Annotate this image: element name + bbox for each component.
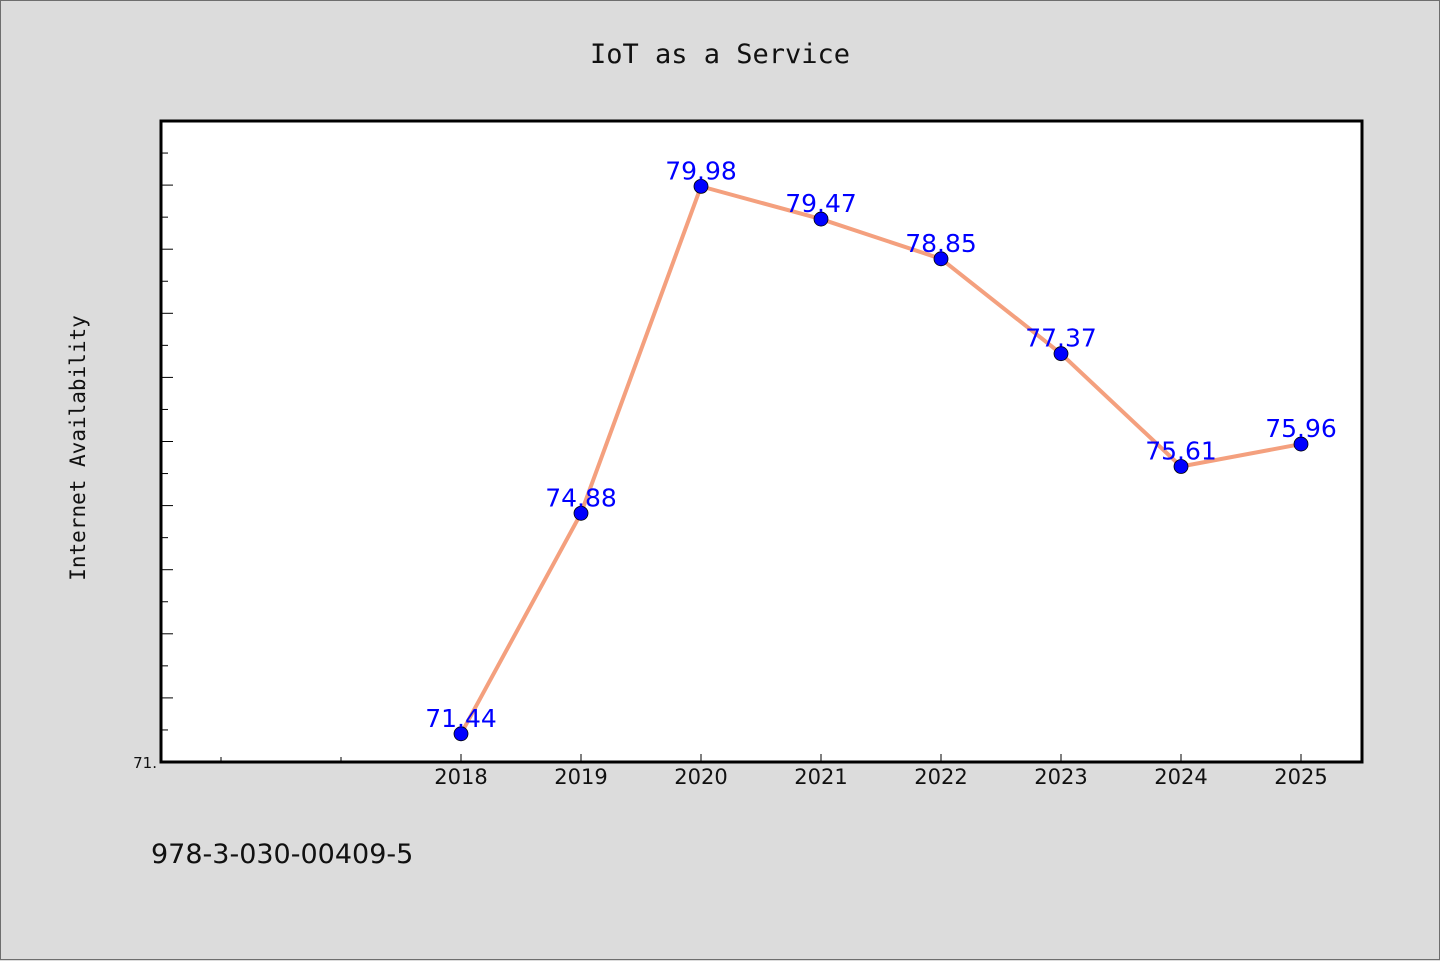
x-tick-label: 2022 [914,765,967,789]
series-line-group [459,184,1302,735]
data-label: 79.98 [665,156,737,185]
plot-area [159,119,1364,764]
series-data-labels: 71.44 74.88 79.98 79.47 78.85 77.37 75.61 75.96 [425,156,1337,732]
data-point [1053,346,1069,362]
data-label: 79.47 [785,189,857,218]
x-axis-tick-labels: 2018 2019 2020 2021 2022 2023 2024 2025 [434,765,1327,789]
data-label: 71.44 [425,704,497,733]
x-tick-label: 2018 [434,765,487,789]
data-label: 78.85 [905,229,977,258]
series-markers [453,178,1309,742]
x-tick-label: 2025 [1274,765,1327,789]
data-point [573,505,589,521]
data-point [693,178,709,194]
series-line [459,184,1302,735]
y-axis-ticks [161,152,173,731]
x-tick-label: 2023 [1034,765,1087,789]
x-tick-label: 2021 [794,765,847,789]
y-axis-tick-labels: 71. [133,754,157,772]
data-label: 75.96 [1265,414,1337,443]
y-axis-label: Internet Availability [66,315,90,581]
data-point [453,726,469,742]
y-tick-label: 71. [133,754,157,772]
data-label: 74.88 [545,483,617,512]
isbn-text: 978-3-030-00409-5 [151,839,413,870]
x-tick-label: 2019 [554,765,607,789]
data-label: 77.37 [1025,324,1097,353]
data-point [933,251,949,267]
x-axis-ticks [220,754,1302,762]
x-tick-label: 2024 [1154,765,1207,789]
chart-title: IoT as a Service [590,39,850,70]
data-point [813,211,829,227]
x-tick-label: 2020 [674,765,727,789]
data-point [1293,436,1309,452]
data-point [1173,459,1189,474]
data-label: 75.61 [1145,436,1217,465]
